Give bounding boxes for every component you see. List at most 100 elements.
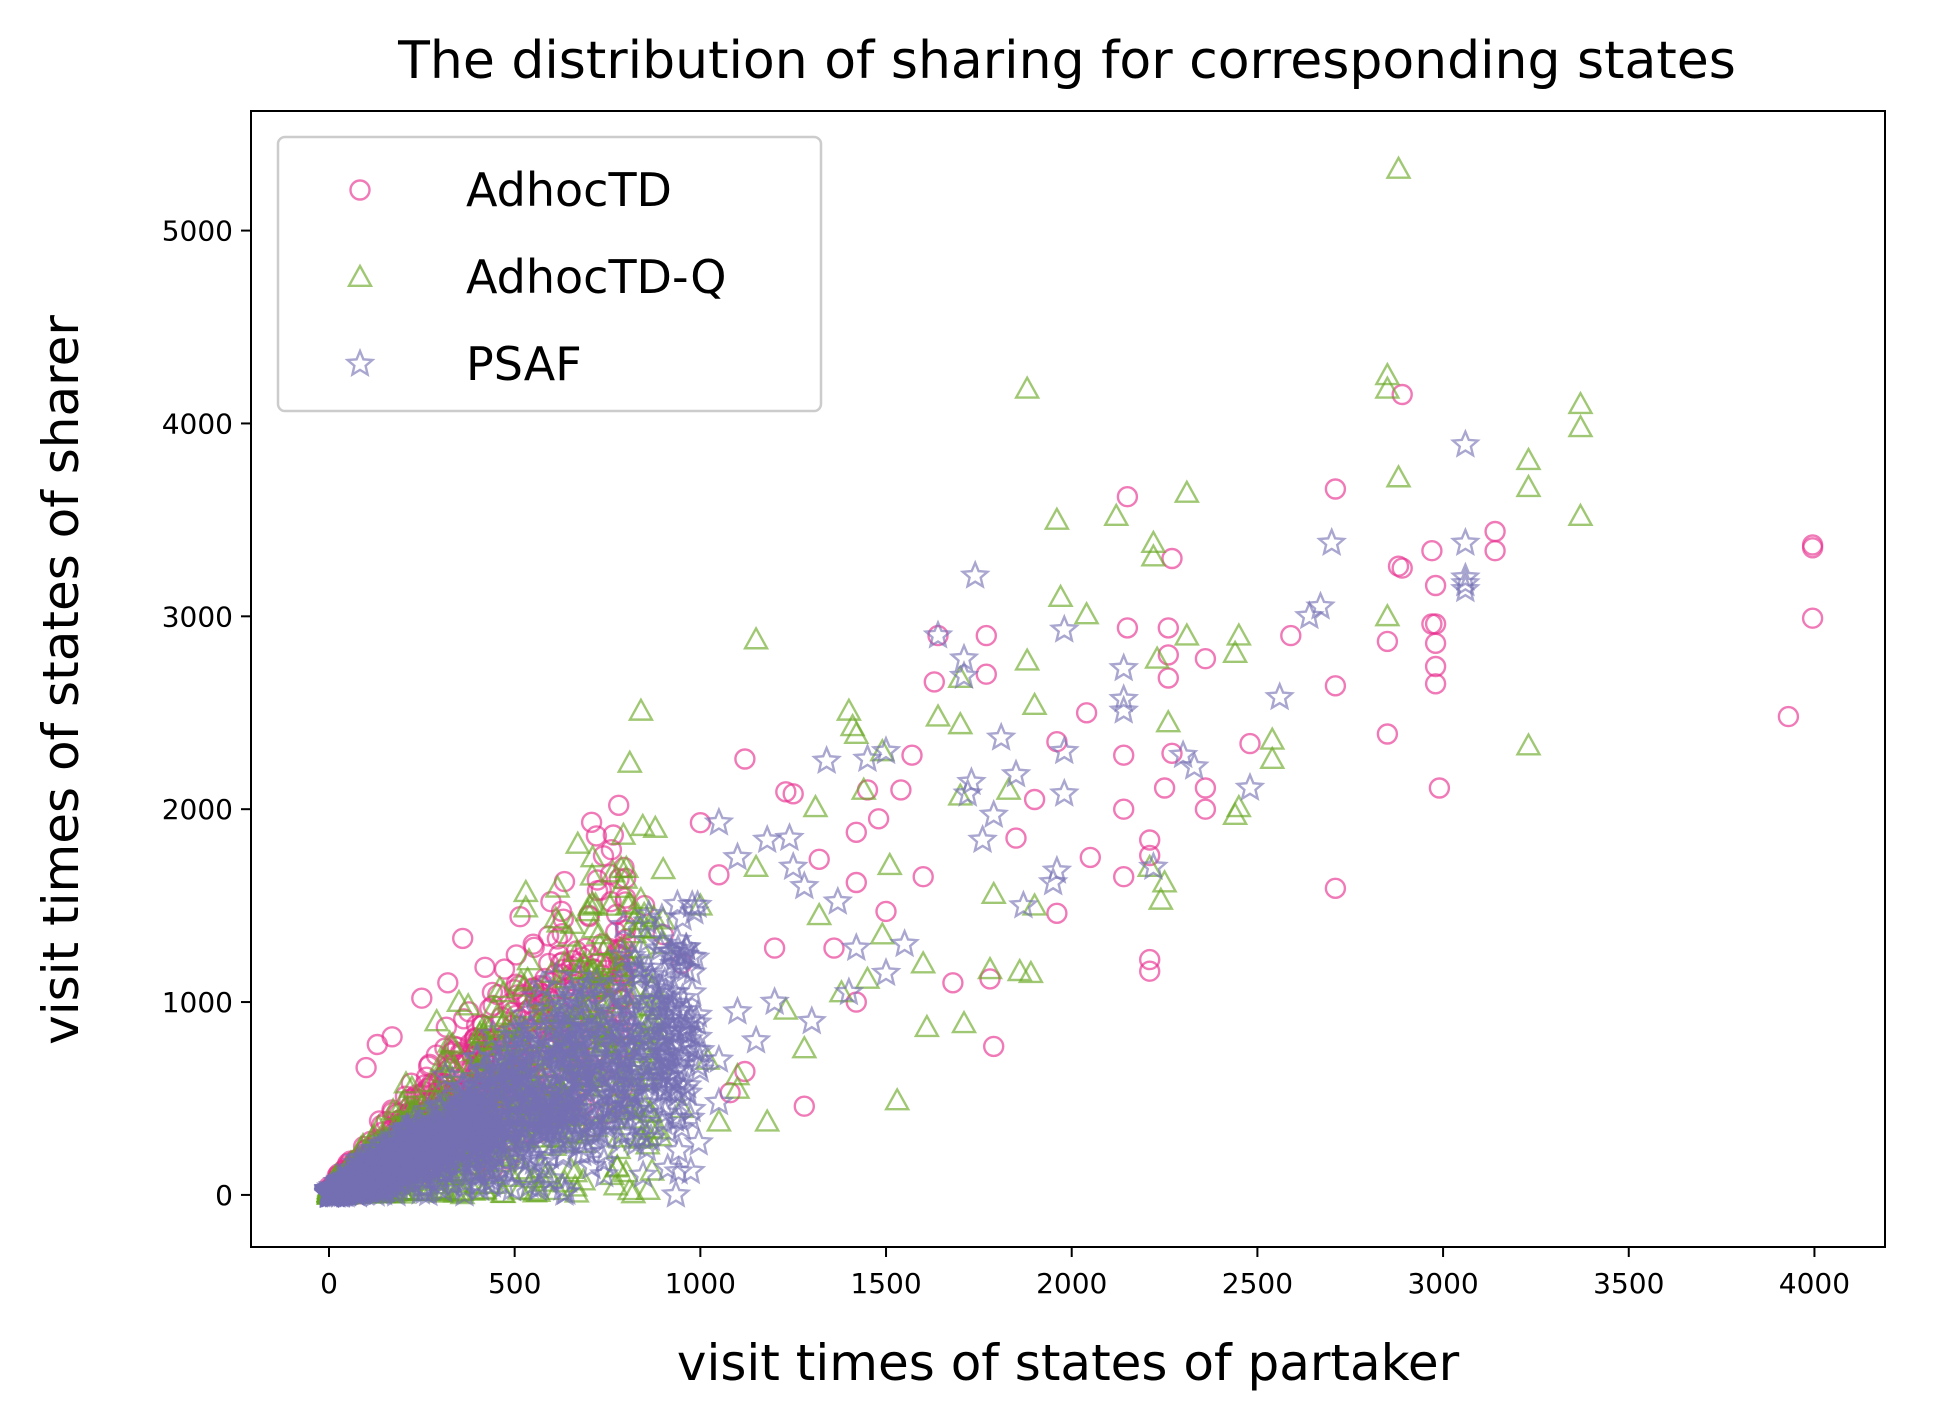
adhoctd-point (1421, 540, 1443, 562)
psaf-point (1450, 567, 1481, 597)
adhoctd-q-point (627, 697, 654, 721)
psaf-point (636, 963, 668, 993)
psaf-point (474, 1115, 506, 1145)
adhoctd-point (793, 1095, 815, 1117)
adhoctd-q-point (754, 1108, 781, 1132)
adhoctd-point (734, 748, 756, 770)
adhoctd-q-point (884, 1086, 911, 1111)
adhoctd-point (845, 871, 867, 894)
adhoctd-q-point (542, 905, 569, 929)
adhoctd-q-point (610, 821, 637, 845)
psaf-point (679, 895, 710, 925)
y-axis-ticks: 0 1000 2000 3000 4000 5000 (162, 215, 251, 1212)
psaf-point (703, 1086, 735, 1116)
adhoctd-q-point (436, 1029, 463, 1053)
adhoctd-q-point (1515, 446, 1542, 471)
psaf-point (685, 1034, 716, 1064)
adhoctd-point (411, 987, 433, 1009)
psaf-point (664, 1015, 696, 1045)
adhoctd-q-point (513, 995, 540, 1019)
adhoctd-q-point (608, 935, 635, 959)
psaf-point (796, 1005, 828, 1035)
adhoctd-q-point (579, 890, 606, 914)
adhoctd-point (522, 933, 544, 955)
adhoctd-point (1428, 777, 1451, 799)
psaf-point (344, 1157, 376, 1188)
psaf-point (959, 559, 991, 589)
psaf-point (1000, 758, 1032, 788)
adhoctd-point (1157, 617, 1180, 639)
psaf-point (317, 1169, 349, 1200)
psaf-point (978, 798, 1010, 829)
data-points (313, 155, 1824, 1208)
adhoctd-q-point (635, 1176, 662, 1200)
adhoctd-q-point (423, 1007, 450, 1032)
adhoctd-point (1161, 742, 1183, 764)
adhoctd-point (1424, 574, 1447, 597)
psaf-point (588, 1010, 620, 1040)
adhoctd-q-point (514, 965, 541, 990)
adhoctd-q-point (1173, 622, 1200, 646)
psaf-point (676, 976, 708, 1006)
adhoctd-point (453, 1008, 475, 1030)
adhoctd-point (585, 825, 608, 847)
adhoctd-q-point (616, 890, 643, 914)
y-tick-label: 2000 (162, 793, 233, 826)
psaf-point (608, 909, 639, 939)
psaf-point (476, 1068, 508, 1098)
adhoctd-q-point (1374, 602, 1401, 627)
psaf-point (499, 1014, 531, 1044)
y-axis-title: visit times of states of sharer (32, 315, 90, 1045)
psaf-point (1450, 573, 1481, 603)
psaf-point (664, 1041, 696, 1071)
adhoctd-q-point (724, 1075, 751, 1099)
psaf-point (619, 943, 651, 973)
psaf-point (515, 1030, 546, 1060)
psaf-point (315, 1174, 347, 1204)
psaf-point (1138, 850, 1169, 881)
psaf-point (722, 995, 753, 1025)
psaf-point (496, 1172, 528, 1202)
adhoctd-point (550, 900, 573, 922)
adhoctd-q-point (1014, 375, 1041, 399)
psaf-point (524, 1170, 555, 1200)
adhoctd-point (1391, 383, 1413, 406)
psaf-point (644, 1006, 676, 1036)
psaf-point (541, 959, 572, 990)
adhoctd-point (875, 900, 897, 923)
adhoctd-point (1194, 648, 1217, 670)
psaf-point (633, 898, 665, 928)
psaf-point (644, 1066, 675, 1096)
psaf-point (759, 986, 790, 1016)
adhoctd-point (1484, 520, 1506, 543)
psaf-point (368, 1145, 400, 1175)
psaf-point (627, 1158, 659, 1189)
adhoctd-point (689, 812, 712, 834)
adhoctd-point (1138, 844, 1161, 867)
adhoctd-point (381, 1026, 403, 1048)
psaf-point (613, 1019, 645, 1049)
adhoctd-point (1023, 788, 1046, 811)
x-axis-ticks: 0 500 1000 1500 2000 2500 3000 3500 4000 (320, 1247, 1850, 1300)
adhoctd-point (1112, 744, 1135, 766)
adhoctd-q-point (1147, 886, 1174, 910)
legend-label: AdhocTD-Q (466, 250, 726, 304)
psaf-point (576, 1150, 607, 1180)
adhoctd-point (734, 1060, 756, 1083)
adhoctd-point (1239, 732, 1261, 755)
legend-star-marker (344, 347, 376, 377)
psaf-point (889, 928, 920, 958)
plot-area-frame (250, 110, 1886, 1248)
adhoctd-q-point (512, 894, 539, 918)
psaf-point (777, 850, 809, 881)
legend-item-psaf: PSAF (344, 337, 582, 391)
x-tick-label: 2500 (1222, 1267, 1293, 1300)
adhoctd-point (437, 972, 459, 994)
adhoctd-q-point (995, 776, 1022, 800)
psaf-point (651, 1037, 683, 1067)
psaf-point (635, 959, 666, 989)
psaf-point (464, 1172, 496, 1202)
psaf-point (604, 977, 636, 1007)
adhoctd-point (1161, 547, 1183, 570)
